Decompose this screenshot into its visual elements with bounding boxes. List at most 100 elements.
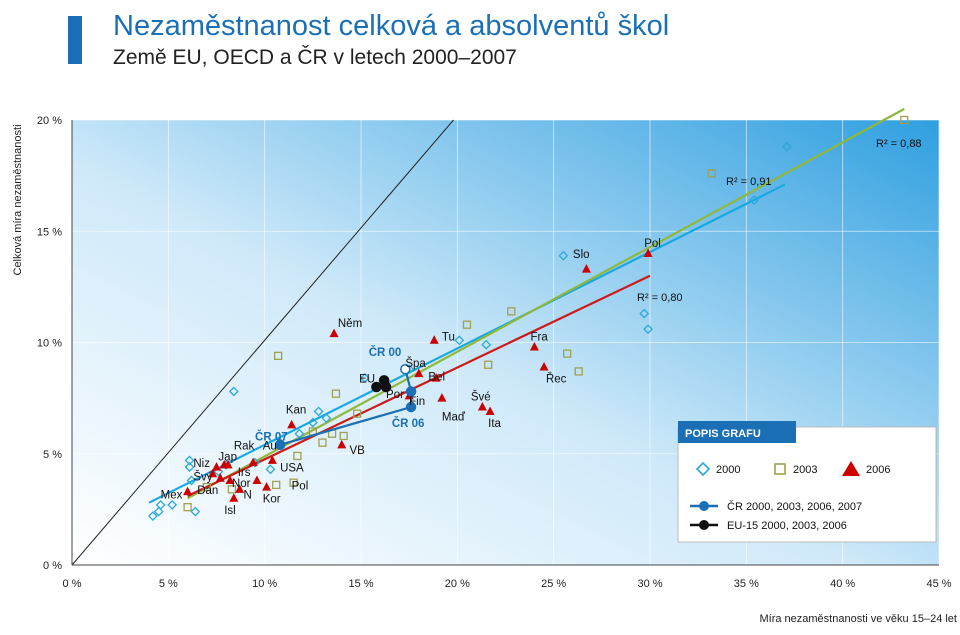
header-accent-bar <box>68 16 82 64</box>
point-label: Isl <box>224 505 236 517</box>
point-label: Pol <box>292 480 309 492</box>
point-2006 <box>225 475 235 484</box>
point-2003 <box>574 367 583 376</box>
point-2000 <box>184 462 195 473</box>
x-tick-label: 20 % <box>445 578 470 590</box>
point-label: USA <box>280 463 304 475</box>
x-tick-label: 10 % <box>252 578 277 590</box>
legend-header <box>678 421 796 443</box>
point-2000 <box>359 373 370 384</box>
legend-box <box>677 426 937 543</box>
chart-title: Nezaměstnanost celková a absolventů škol <box>113 10 670 42</box>
x-tick-label: 25 % <box>541 578 566 590</box>
point-2006 <box>337 439 347 449</box>
point-2000 <box>186 475 197 486</box>
point-label: Slo <box>573 249 590 261</box>
x-tick-label: 0 % <box>63 578 82 590</box>
point-label: Kor <box>263 494 281 506</box>
point-label: Ita <box>488 418 501 430</box>
point-2006 <box>581 264 591 273</box>
point-2003 <box>484 360 493 369</box>
cr-point <box>405 401 417 413</box>
point-label: Niz <box>193 458 210 470</box>
point-2006 <box>215 473 225 482</box>
cr-point <box>400 363 411 375</box>
y-tick-label: 5 % <box>43 449 62 461</box>
point-2003 <box>289 478 298 487</box>
point-2000 <box>321 413 332 424</box>
y-tick-label: 20 % <box>37 115 62 127</box>
point-2000 <box>294 428 305 439</box>
x-tick-label: 45 % <box>926 578 951 590</box>
legend-marker-cr <box>699 501 709 511</box>
r2-label-2003: R² = 0,88 <box>876 138 922 150</box>
point-2003 <box>318 438 327 447</box>
legend-title: POPIS GRAFU <box>685 428 761 440</box>
point-label: ČR 07 <box>255 430 288 443</box>
legend-label-2003: 2003 <box>793 464 817 476</box>
point-2003 <box>462 320 472 329</box>
point-label: Švý <box>193 470 212 483</box>
point-label: Mex <box>161 489 183 501</box>
point-2003 <box>293 451 302 461</box>
point-2003 <box>272 480 281 490</box>
point-2000 <box>155 500 166 510</box>
point-2006 <box>248 457 258 467</box>
point-2003 <box>227 485 237 494</box>
point-label: Fin <box>409 396 425 408</box>
point-2006 <box>252 475 262 484</box>
x-tick-label: 35 % <box>734 578 759 590</box>
point-2006 <box>529 341 539 351</box>
point-label: Řec <box>546 373 567 386</box>
point-2006 <box>485 406 495 415</box>
point-2006 <box>431 373 441 382</box>
point-label: Au <box>263 440 277 452</box>
point-label: Maď <box>442 411 466 423</box>
point-label: Jap <box>218 451 237 463</box>
point-2006 <box>414 368 424 378</box>
point-2000 <box>265 464 276 475</box>
point-label: ČR 06 <box>392 417 425 430</box>
legend: POPIS GRAFU 2000 2003 2006 ČR 2000, 2003… <box>677 421 937 543</box>
reference-diagonal <box>71 119 454 566</box>
legend-label-eu: EU-15 2000, 2003, 2006 <box>727 520 847 532</box>
point-2000 <box>313 406 324 417</box>
point-2000 <box>148 511 158 521</box>
point-label: VB <box>349 445 365 457</box>
trajectories <box>274 363 417 451</box>
cr-point <box>405 386 417 397</box>
point-2006 <box>183 486 193 496</box>
point-2006 <box>212 462 221 471</box>
legend-label-2006: 2006 <box>866 464 890 476</box>
point-2003 <box>352 409 362 418</box>
point-2000 <box>153 506 164 517</box>
point-label: Švé <box>471 390 491 403</box>
x-tick-label: 15 % <box>348 578 373 590</box>
point-2003 <box>507 307 516 316</box>
point-2006 <box>229 493 239 502</box>
chart-subtitle: Země EU, OECD a ČR v letech 2000–2007 <box>113 46 517 69</box>
point-2003 <box>331 389 341 398</box>
point-2000 <box>190 506 201 517</box>
data-points <box>148 115 909 521</box>
point-label: Tu <box>442 331 455 343</box>
point-label: Nor <box>232 478 251 490</box>
point-2000 <box>643 324 653 335</box>
point-2003 <box>563 349 572 358</box>
point-2000 <box>481 339 492 350</box>
point-2000 <box>558 250 569 261</box>
y-tick-label: 10 % <box>37 338 62 350</box>
x-axis-title: Míra nezaměstnanosti ve věku 15–24 let <box>759 613 957 625</box>
cr-point <box>274 439 286 451</box>
point-2006 <box>539 361 549 371</box>
trendline-2006 <box>187 274 651 498</box>
point-2006 <box>477 402 487 411</box>
trendline-2000 <box>148 183 786 504</box>
point-label: Por <box>386 389 404 401</box>
cr-path <box>279 368 413 446</box>
x-tick-label: 30 % <box>637 578 662 590</box>
point-2000 <box>454 335 465 346</box>
eu-point <box>380 381 392 393</box>
